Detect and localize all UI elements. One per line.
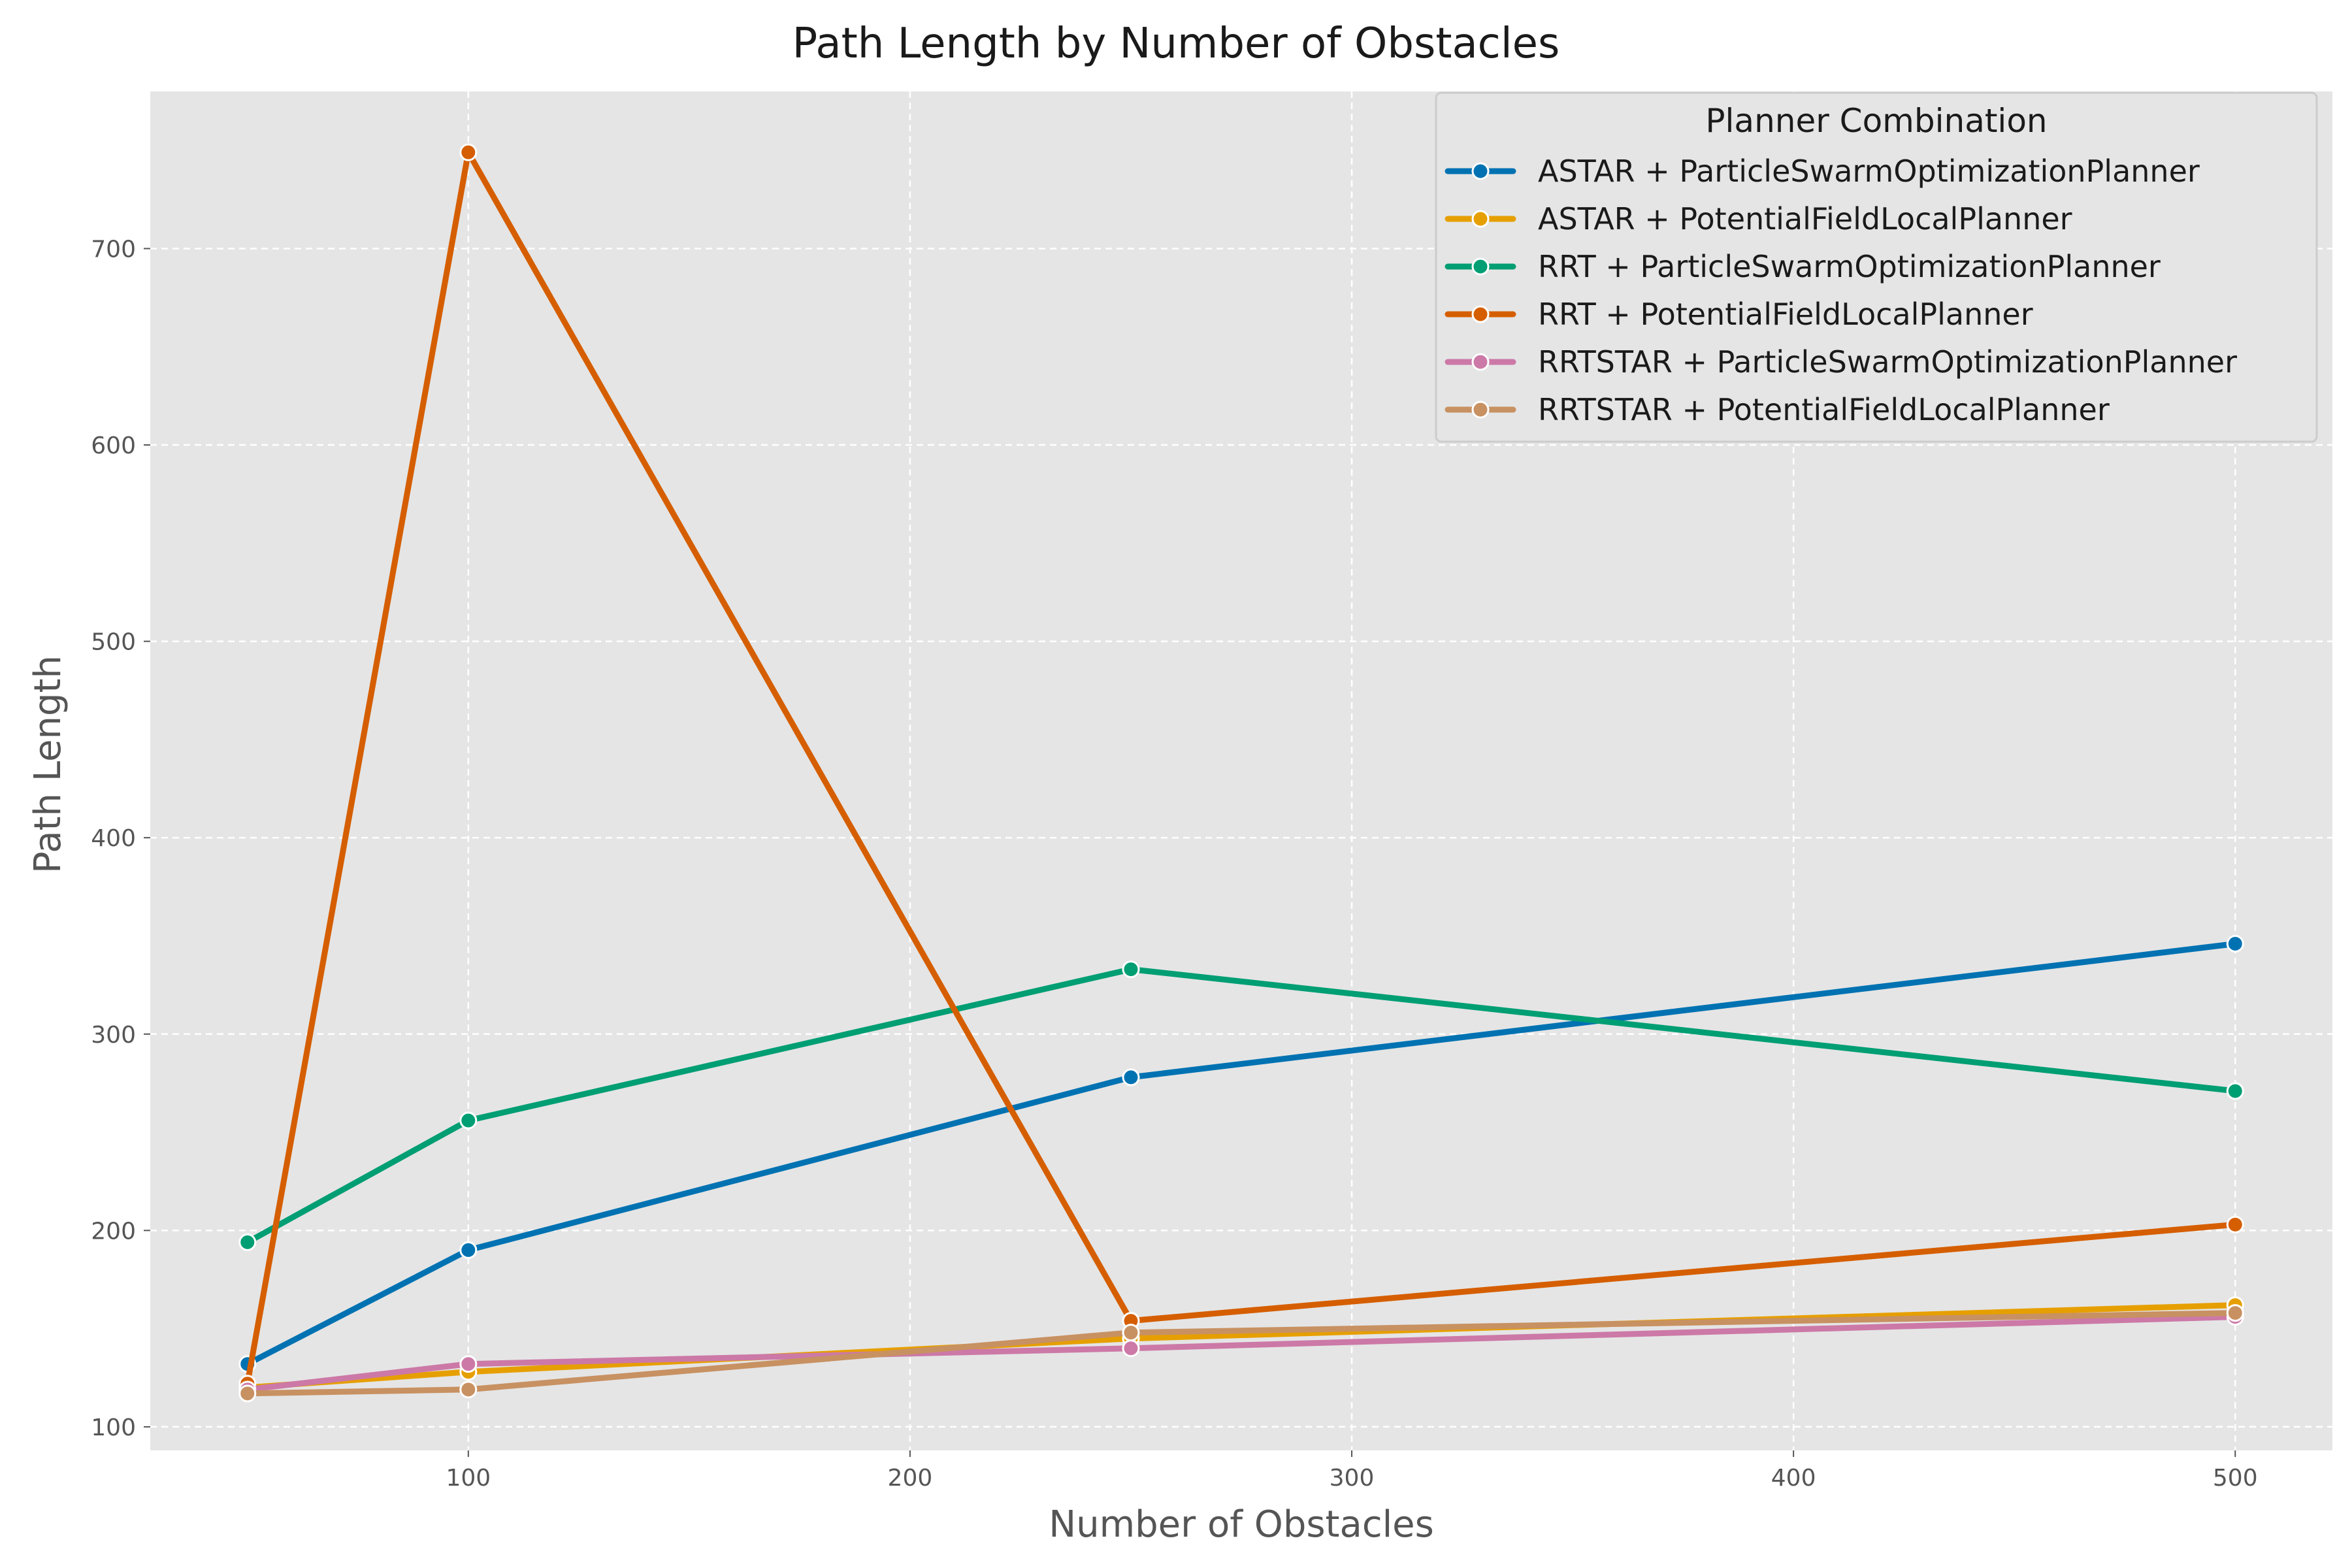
- data-point: [459, 1241, 478, 1259]
- series-line: [244, 1314, 2238, 1393]
- chart-title: Path Length by Number of Obstacles: [792, 20, 1560, 68]
- x-tick-label: 500: [2213, 1465, 2258, 1492]
- legend-item: RRTSTAR + PotentialFieldLocalPlanner: [1445, 392, 2110, 427]
- y-tick-label: 300: [91, 1022, 136, 1049]
- legend-swatch-marker: [1471, 162, 1490, 180]
- data-point: [2226, 1215, 2244, 1233]
- legend-item: RRT + ParticleSwarmOptimizationPlanner: [1445, 249, 2161, 284]
- data-point: [2226, 935, 2244, 953]
- series-line: [244, 149, 2238, 1387]
- y-tick-label: 500: [91, 629, 136, 656]
- series-lines: [238, 143, 2244, 1403]
- data-point: [1122, 1324, 1140, 1342]
- y-tick-label: 400: [91, 825, 136, 852]
- y-tick-label: 100: [91, 1414, 136, 1441]
- series-line: [244, 966, 2238, 1245]
- data-point: [459, 1380, 478, 1399]
- series-line: [244, 1310, 2238, 1397]
- legend-label: RRT + ParticleSwarmOptimizationPlanner: [1538, 249, 2161, 284]
- y-tick-label: 700: [91, 236, 136, 263]
- x-tick-label: 200: [888, 1465, 933, 1492]
- x-axis-label: Number of Obstacles: [1049, 1503, 1434, 1546]
- series-group: [238, 960, 2244, 1251]
- legend: Planner Combination ASTAR + ParticleSwar…: [1435, 91, 2318, 443]
- data-point: [2226, 1082, 2244, 1100]
- legend-swatch-marker: [1471, 400, 1490, 419]
- data-point: [1122, 960, 1140, 979]
- legend-label: RRT + PotentialFieldLocalPlanner: [1538, 297, 2033, 332]
- y-axis-ticks: 100 200 300 400 500 600 700: [91, 236, 150, 1441]
- series-group: [238, 1304, 2244, 1403]
- y-axis-label: Path Length: [27, 655, 69, 874]
- x-axis-ticks: 100 200 300 400 500: [446, 1450, 2258, 1492]
- legend-label: RRTSTAR + PotentialFieldLocalPlanner: [1538, 392, 2110, 427]
- data-point: [459, 1111, 478, 1130]
- data-point: [459, 143, 478, 161]
- data-point: [459, 1355, 478, 1373]
- legend-title: Planner Combination: [1705, 102, 2047, 140]
- legend-swatch-marker: [1471, 210, 1490, 228]
- x-tick-label: 400: [1771, 1465, 1816, 1492]
- legend-swatch-marker: [1471, 353, 1490, 371]
- y-tick-label: 200: [91, 1218, 136, 1245]
- data-point: [1122, 1068, 1140, 1086]
- legend-label: ASTAR + PotentialFieldLocalPlanner: [1538, 201, 2072, 237]
- x-tick-label: 300: [1330, 1465, 1375, 1492]
- data-point: [238, 1384, 257, 1403]
- legend-label: RRTSTAR + ParticleSwarmOptimizationPlann…: [1538, 344, 2237, 380]
- legend-item: RRTSTAR + ParticleSwarmOptimizationPlann…: [1445, 344, 2237, 380]
- data-point: [2226, 1304, 2244, 1322]
- series-line: [244, 941, 2238, 1367]
- data-point: [238, 1233, 257, 1251]
- legend-item: ASTAR + ParticleSwarmOptimizationPlanner: [1445, 154, 2200, 189]
- data-point: [1122, 1339, 1140, 1358]
- legend-item: ASTAR + PotentialFieldLocalPlanner: [1445, 201, 2072, 237]
- x-tick-label: 100: [446, 1465, 491, 1492]
- legend-box: [1435, 91, 2318, 443]
- y-tick-label: 600: [91, 433, 136, 459]
- legend-swatch-marker: [1471, 305, 1490, 323]
- legend-label: ASTAR + ParticleSwarmOptimizationPlanner: [1538, 154, 2200, 189]
- legend-item: RRT + PotentialFieldLocalPlanner: [1445, 297, 2033, 332]
- legend-swatch-marker: [1471, 257, 1490, 276]
